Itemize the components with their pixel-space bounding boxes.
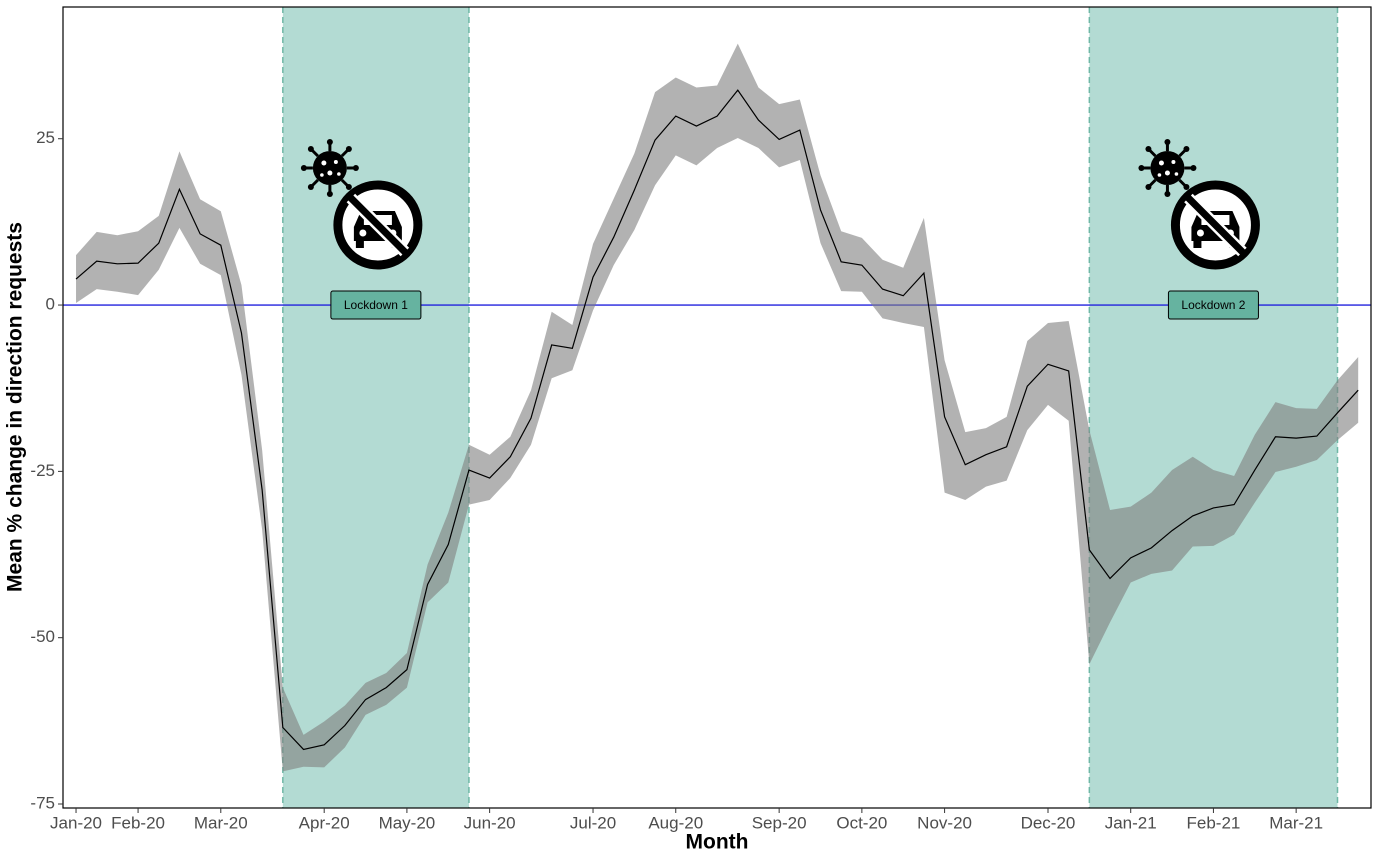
x-tick-label: Feb-20	[111, 813, 165, 832]
lockdown-region	[282, 7, 469, 808]
y-axis-title: Mean % change in direction requests	[4, 222, 27, 592]
y-tick-label: -50	[30, 627, 55, 646]
x-tick-label: Jan-20	[50, 813, 102, 832]
x-tick-label: Mar-21	[1269, 813, 1323, 832]
x-tick-label: Mar-20	[194, 813, 248, 832]
x-tick-label: Feb-21	[1186, 813, 1240, 832]
virus-icon	[299, 137, 361, 199]
region-label-box	[330, 290, 422, 320]
x-tick-label: May-20	[379, 813, 436, 832]
x-tick-label: Dec-20	[1021, 813, 1076, 832]
panel-border	[62, 6, 1372, 809]
x-tick-label: Apr-20	[299, 813, 350, 832]
y-tick-label: -75	[30, 793, 55, 812]
x-tick-label: Jul-20	[570, 813, 616, 832]
no-car-icon	[338, 185, 418, 265]
mean-line	[75, 89, 1359, 751]
x-tick-label: Aug-20	[648, 813, 703, 832]
x-tick-label: Jun-20	[464, 813, 516, 832]
y-tick-label: 0	[46, 295, 55, 314]
region-label: Lockdown 2	[1181, 298, 1245, 312]
y-tick-label: 25	[36, 128, 55, 147]
x-tick-label: Jan-21	[1105, 813, 1157, 832]
region-label-box	[1167, 290, 1259, 320]
virus-icon	[1136, 137, 1198, 199]
no-car-icon	[1175, 185, 1255, 265]
x-tick-label: Oct-20	[836, 813, 887, 832]
lockdown-region	[1089, 7, 1338, 808]
x-tick-label: Nov-20	[917, 813, 972, 832]
x-axis-title: Month	[686, 831, 749, 854]
x-tick-label: Sep-20	[752, 813, 807, 832]
region-label: Lockdown 1	[344, 298, 408, 312]
y-tick-label: -25	[30, 461, 55, 480]
